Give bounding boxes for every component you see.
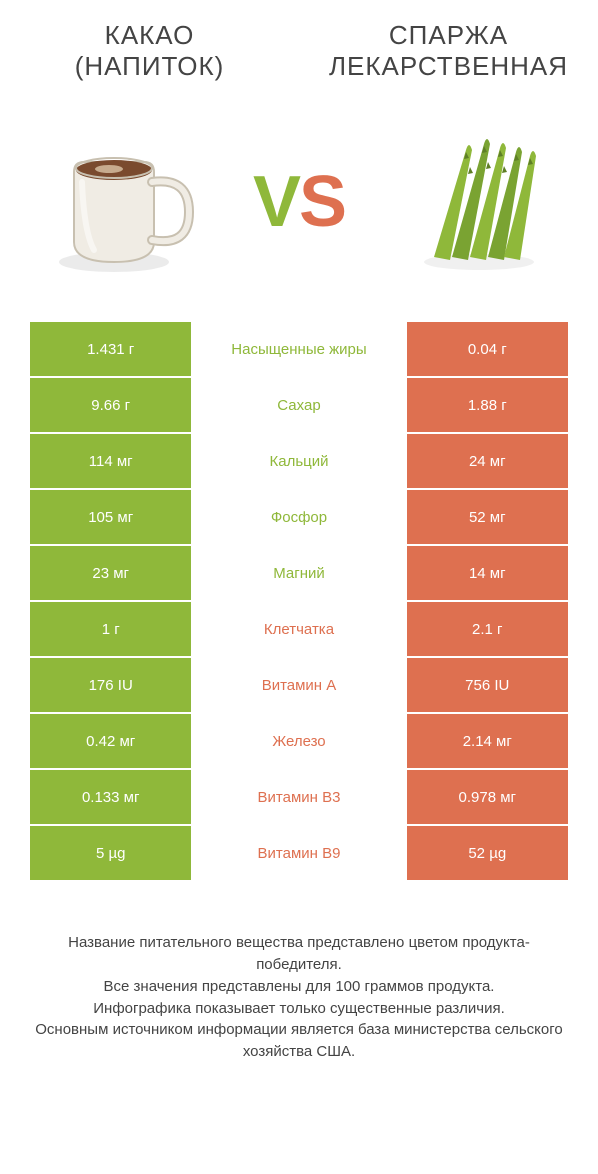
footer-line: Название питательного вещества представл…: [30, 932, 568, 976]
nutrient-label-cell: Фосфор: [191, 490, 406, 544]
hero-row: VS: [0, 92, 598, 322]
right-value-cell: 14 мг: [407, 546, 568, 600]
table-row: 5 µgВитамин B952 µg: [30, 826, 568, 880]
table-row: 23 мгМагний14 мг: [30, 546, 568, 600]
footer-line: Все значения представлены для 100 граммо…: [30, 976, 568, 998]
table-row: 114 мгКальций24 мг: [30, 434, 568, 488]
footer-line: Основным источником информации является …: [30, 1019, 568, 1063]
left-value-cell: 1 г: [30, 602, 191, 656]
table-row: 1 гКлетчатка2.1 г: [30, 602, 568, 656]
left-value-cell: 9.66 г: [30, 378, 191, 432]
cocoa-mug-icon: [44, 122, 204, 282]
titles-row: КАКАО(НАПИТОК) СПАРЖАЛЕКАРСТВЕННАЯ: [0, 0, 598, 92]
nutrient-label-cell: Насыщенные жиры: [191, 322, 406, 376]
right-value-cell: 2.1 г: [407, 602, 568, 656]
nutrient-label-cell: Сахар: [191, 378, 406, 432]
nutrient-label-cell: Железо: [191, 714, 406, 768]
left-value-cell: 0.42 мг: [30, 714, 191, 768]
left-value-cell: 23 мг: [30, 546, 191, 600]
left-value-cell: 105 мг: [30, 490, 191, 544]
left-value-cell: 176 IU: [30, 658, 191, 712]
right-value-cell: 0.978 мг: [407, 770, 568, 824]
infographic-container: КАКАО(НАПИТОК) СПАРЖАЛЕКАРСТВЕННАЯ VS: [0, 0, 598, 1063]
asparagus-icon: [394, 122, 554, 282]
table-row: 1.431 гНасыщенные жиры0.04 г: [30, 322, 568, 376]
left-value-cell: 114 мг: [30, 434, 191, 488]
nutrient-label-cell: Витамин B3: [191, 770, 406, 824]
vs-v: V: [253, 162, 299, 242]
footer-notes: Название питательного вещества представл…: [0, 882, 598, 1063]
left-value-cell: 1.431 г: [30, 322, 191, 376]
right-value-cell: 52 мг: [407, 490, 568, 544]
left-value-cell: 5 µg: [30, 826, 191, 880]
nutrient-label-cell: Кальций: [191, 434, 406, 488]
left-product-title: КАКАО(НАПИТОК): [0, 20, 299, 82]
left-value-cell: 0.133 мг: [30, 770, 191, 824]
table-row: 9.66 гСахар1.88 г: [30, 378, 568, 432]
nutrient-label-cell: Магний: [191, 546, 406, 600]
nutrient-label-cell: Витамин A: [191, 658, 406, 712]
nutrient-label-cell: Витамин B9: [191, 826, 406, 880]
table-row: 176 IUВитамин A756 IU: [30, 658, 568, 712]
nutrient-label-cell: Клетчатка: [191, 602, 406, 656]
table-row: 105 мгФосфор52 мг: [30, 490, 568, 544]
vs-label: VS: [253, 161, 345, 243]
right-value-cell: 1.88 г: [407, 378, 568, 432]
right-value-cell: 24 мг: [407, 434, 568, 488]
table-row: 0.133 мгВитамин B30.978 мг: [30, 770, 568, 824]
table-row: 0.42 мгЖелезо2.14 мг: [30, 714, 568, 768]
right-value-cell: 2.14 мг: [407, 714, 568, 768]
vs-s: S: [299, 162, 345, 242]
footer-line: Инфографика показывает только существенн…: [30, 998, 568, 1020]
right-product-title: СПАРЖАЛЕКАРСТВЕННАЯ: [299, 20, 598, 82]
right-value-cell: 52 µg: [407, 826, 568, 880]
nutrient-table: 1.431 гНасыщенные жиры0.04 г9.66 гСахар1…: [0, 322, 598, 880]
right-value-cell: 0.04 г: [407, 322, 568, 376]
right-value-cell: 756 IU: [407, 658, 568, 712]
